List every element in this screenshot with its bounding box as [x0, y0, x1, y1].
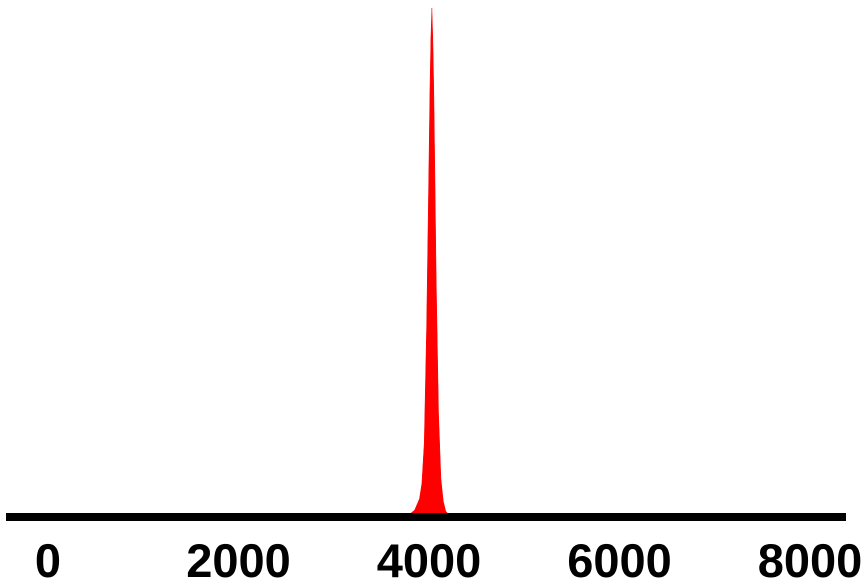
x-tick-labels: 0 2000 4000 6000 8000	[35, 534, 862, 584]
series-layer	[409, 7, 449, 515]
x-tick-label: 0	[35, 534, 61, 584]
x-tick-label: 2000	[186, 534, 291, 584]
x-tick-label: 8000	[758, 534, 862, 584]
x-tick-label: 4000	[377, 534, 482, 584]
peak-area-series-0	[409, 7, 449, 515]
x-tick-label: 6000	[567, 534, 672, 584]
